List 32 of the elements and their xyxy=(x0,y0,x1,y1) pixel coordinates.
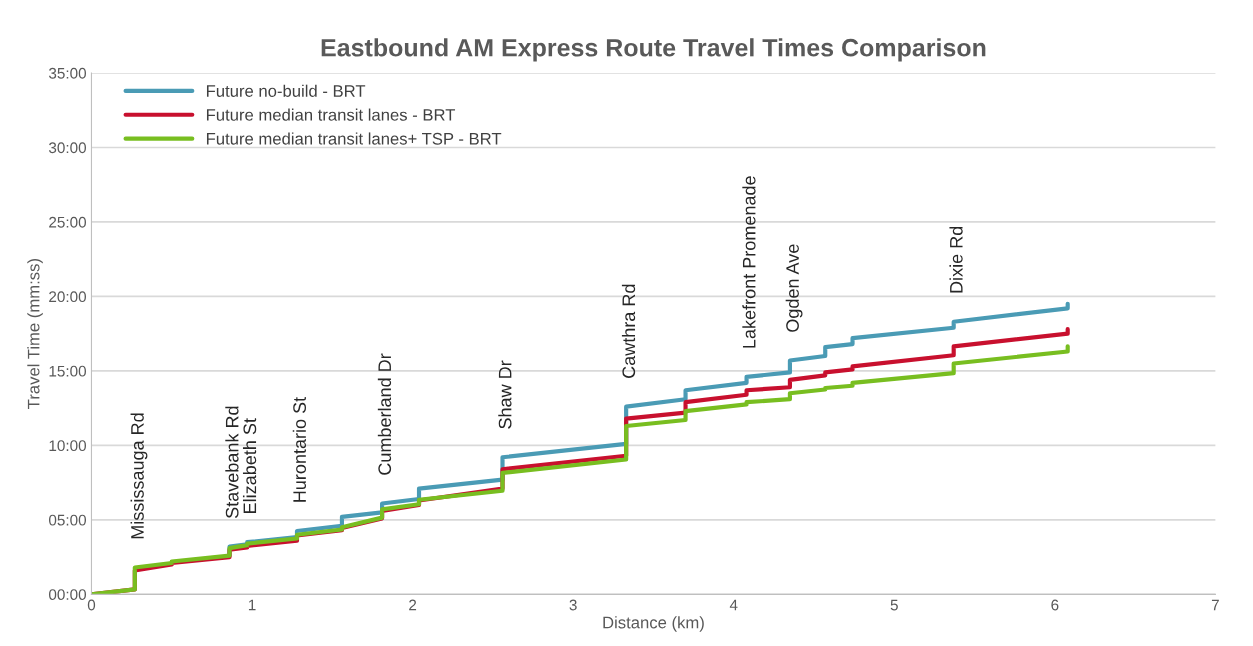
legend-label: Future no-build - BRT xyxy=(206,84,366,97)
y-tick-label: 05:00 xyxy=(48,514,87,526)
y-tick-label: 30:00 xyxy=(48,142,87,154)
x-tick-label: 3 xyxy=(569,599,577,611)
x-tick-label: 4 xyxy=(729,599,738,611)
x-tick-label: 1 xyxy=(248,599,256,611)
y-axis-title: Travel Time (mm:ss) xyxy=(27,259,43,409)
y-tick-label: 20:00 xyxy=(49,291,87,303)
y-tick-label: 25:00 xyxy=(49,216,87,228)
legend-label: Future median transit lanes - BRT xyxy=(206,108,456,121)
annotation: Dixie Rd xyxy=(949,226,963,293)
x-tick-label: 6 xyxy=(1051,599,1059,611)
legend-label: Future median transit lanes+ TSP - BRT xyxy=(206,132,502,145)
x-tick-label: 2 xyxy=(409,599,417,611)
annotation: Hurontario St xyxy=(292,397,306,502)
annotation: Ogden Ave xyxy=(785,244,803,332)
y-tick-label: 35:00 xyxy=(48,67,87,79)
annotation: Stavebank Rd xyxy=(225,406,239,519)
x-tick-label: 5 xyxy=(890,599,898,611)
annotation: Elizabeth St xyxy=(242,418,257,513)
x-tick-label: 0 xyxy=(87,599,96,611)
y-tick-label: 00:00 xyxy=(48,589,87,601)
annotation: Mississauga Rd xyxy=(130,413,148,539)
x-tick-label: 7 xyxy=(1211,599,1219,611)
annotation: Cumberland Dr xyxy=(377,353,392,475)
annotation: Cawthra Rd xyxy=(621,284,636,378)
x-axis-title: Distance (km) xyxy=(603,616,704,632)
annotation: Shaw Dr xyxy=(498,360,512,429)
y-tick-label: 15:00 xyxy=(49,365,87,377)
annotation: Lakefront Promenade xyxy=(742,176,756,348)
chart-title: Eastbound AM Express Route Travel Times Comparison xyxy=(321,38,986,62)
y-tick-label: 10:00 xyxy=(49,440,87,452)
